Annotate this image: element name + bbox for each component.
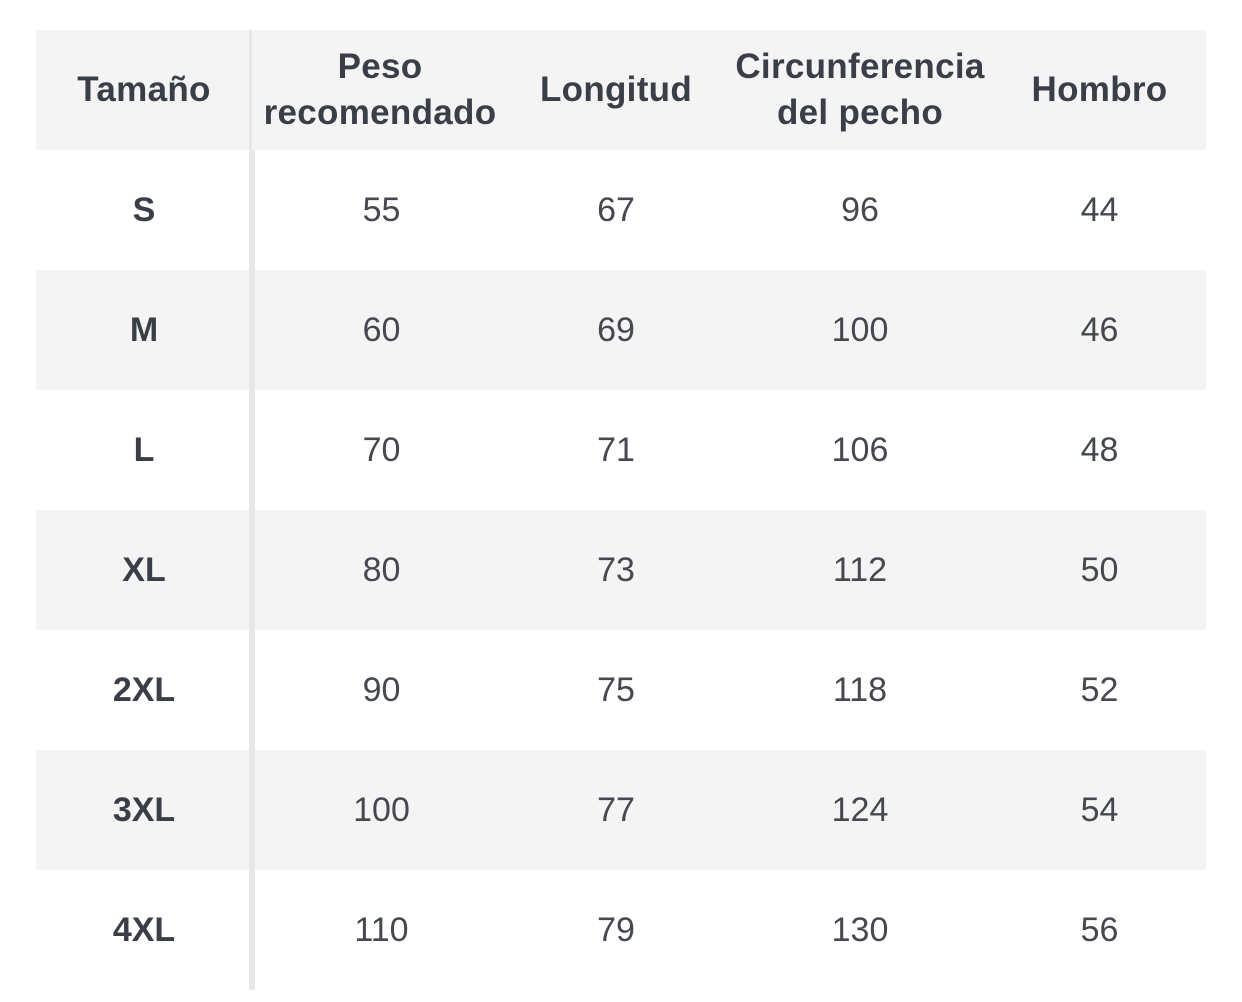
column-divider [249, 30, 252, 990]
cell-recommended-weight: 60 [252, 270, 508, 390]
cell-recommended-weight: 80 [252, 510, 508, 630]
table-row: 3XL 100 77 124 54 [36, 750, 1206, 870]
cell-length: 69 [597, 311, 635, 349]
table-row: M 60 69 100 46 [36, 270, 1206, 390]
cell-chest-circumference: 100 [831, 311, 889, 349]
cell-chest-circumference: 124 [831, 791, 889, 829]
table-row: XL 80 73 112 50 [36, 510, 1206, 630]
header-chest-circumference: Circunferencia del pecho [724, 30, 996, 150]
cell-chest-circumference: 130 [831, 911, 889, 949]
table-header-row: Tamaño Peso recomendado Longitud Circunf… [36, 30, 1206, 150]
header-recommended-weight: Peso recomendado [252, 30, 508, 150]
cell-recommended-weight: 55 [252, 150, 508, 270]
cell-recommended-weight: 90 [252, 630, 508, 750]
cell-chest-circumference: 112 [832, 551, 888, 589]
cell-recommended-weight: 100 [252, 750, 508, 870]
cell-size: S [132, 191, 156, 229]
cell-length: 75 [597, 671, 635, 709]
header-shoulder: Hombro [1031, 70, 1168, 109]
cell-shoulder: 44 [1080, 191, 1119, 229]
header-size: Tamaño [77, 70, 211, 109]
header-chest-circumference-label: Circunferencia del pecho [735, 47, 985, 132]
size-chart-table: Tamaño Peso recomendado Longitud Circunf… [36, 30, 1206, 990]
cell-length: 67 [597, 191, 635, 229]
header-recommended-weight-label: Peso recomendado [263, 47, 497, 132]
cell-size: 3XL [112, 791, 176, 829]
cell-size: M [129, 311, 159, 349]
cell-chest-circumference: 96 [841, 191, 879, 229]
cell-length: 71 [597, 431, 635, 469]
cell-length: 79 [597, 911, 635, 949]
cell-shoulder: 48 [1080, 431, 1119, 469]
cell-shoulder: 54 [1080, 791, 1119, 829]
cell-length: 73 [597, 551, 635, 589]
table-row: S 55 67 96 44 [36, 150, 1206, 270]
cell-length: 77 [597, 791, 635, 829]
cell-shoulder: 46 [1080, 311, 1119, 349]
header-length: Longitud [539, 70, 693, 109]
cell-size: 2XL [112, 671, 176, 709]
cell-size: 4XL [112, 911, 176, 949]
cell-size: XL [122, 551, 166, 589]
table-body: S 55 67 96 44 M 60 69 100 46 L 70 71 106 48 XL 80 73 112 50… [36, 150, 1206, 990]
cell-shoulder: 52 [1080, 671, 1119, 709]
table-row: 4XL 110 79 130 56 [36, 870, 1206, 990]
cell-recommended-weight: 70 [252, 390, 508, 510]
table-row: 2XL 90 75 118 52 [36, 630, 1206, 750]
cell-chest-circumference: 118 [832, 671, 888, 709]
cell-shoulder: 50 [1080, 551, 1119, 589]
cell-size: L [133, 431, 155, 469]
cell-chest-circumference: 106 [831, 431, 889, 469]
cell-shoulder: 56 [1080, 911, 1119, 949]
cell-recommended-weight: 110 [252, 870, 508, 990]
table-row: L 70 71 106 48 [36, 390, 1206, 510]
